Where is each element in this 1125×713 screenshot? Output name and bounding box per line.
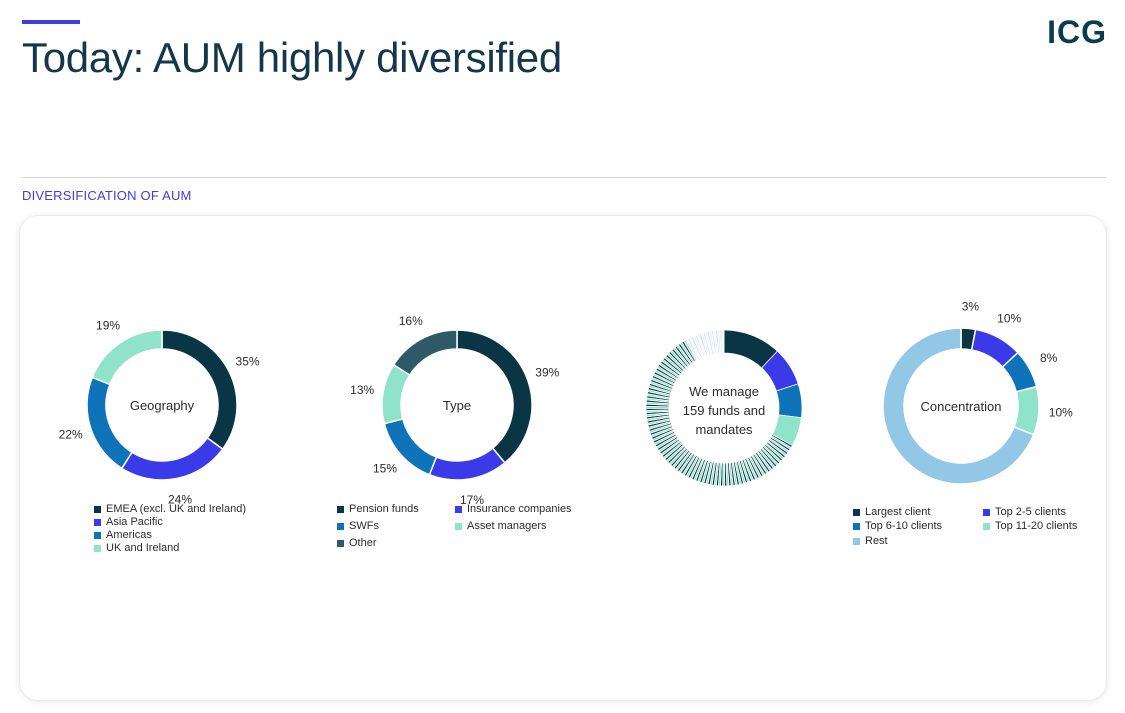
legend-label: Largest client bbox=[865, 506, 931, 518]
donut-3-label-2: 8% bbox=[1040, 351, 1058, 365]
legend-label: Americas bbox=[106, 529, 152, 541]
donut-0-center-label: Geography bbox=[130, 398, 195, 413]
legend-swatch bbox=[94, 544, 101, 552]
donut-0-segment-3 bbox=[91, 329, 163, 386]
donut-3-segment-3 bbox=[1013, 385, 1040, 436]
legend-item: Americas bbox=[94, 529, 152, 541]
legend-label: Rest bbox=[865, 535, 888, 547]
legend-swatch bbox=[337, 522, 344, 530]
donut-1-center-label: Type bbox=[443, 398, 471, 413]
donut-1-label-4: 16% bbox=[399, 314, 423, 328]
donut-3-label-1: 10% bbox=[997, 311, 1021, 325]
donut-0-segment-2 bbox=[86, 376, 134, 470]
legend-label: Asia Pacific bbox=[106, 516, 163, 528]
legend-label: Top 2-5 clients bbox=[995, 506, 1066, 518]
legend-swatch bbox=[455, 522, 462, 530]
legend-item: Other bbox=[337, 537, 377, 549]
charts-panel: 35% 24% 22% 19% Geography 39% 17% 15% 13% 16% Type… bbox=[20, 216, 1106, 700]
legend-item: Top 6-10 clients bbox=[853, 520, 942, 532]
page-title: Today: AUM highly diversified bbox=[22, 34, 562, 81]
donut-3-center-label: Concentration bbox=[921, 399, 1002, 414]
geography-legend: EMEA (excl. UK and Ireland) Asia Pacific A… bbox=[94, 503, 314, 563]
legend-label: Asset managers bbox=[467, 520, 547, 532]
legend-label: Top 11-20 clients bbox=[995, 520, 1078, 532]
legend-swatch bbox=[853, 522, 860, 530]
donut-0-label-1: 24% bbox=[168, 492, 192, 506]
legend-swatch bbox=[94, 531, 101, 539]
funds-donut-center-line-0: We manage bbox=[689, 384, 759, 399]
donut-1-label-1: 17% bbox=[460, 493, 484, 507]
section-label: DIVERSIFICATION OF AUM bbox=[22, 188, 192, 203]
legend-item: SWFs bbox=[337, 520, 379, 532]
donut-3-segment-4 bbox=[882, 327, 1035, 485]
funds-donut-center-line-1: 159 funds and bbox=[683, 403, 765, 418]
legend-label: SWFs bbox=[349, 520, 379, 532]
legend-item: UK and Ireland bbox=[94, 542, 179, 554]
concentration-legend: Largest client Top 2-5 clients Top 6-10 cl… bbox=[853, 506, 1103, 556]
legend-item: Top 11-20 clients bbox=[983, 520, 1077, 532]
legend-swatch bbox=[983, 522, 990, 530]
section-divider bbox=[22, 177, 1106, 178]
legend-item: Rest bbox=[853, 535, 888, 547]
legend-label: Other bbox=[349, 537, 377, 549]
donut-0-label-0: 35% bbox=[236, 354, 260, 368]
donut-1-label-2: 15% bbox=[373, 461, 397, 475]
title-accent-bar bbox=[22, 20, 80, 24]
funds-donut-center-line-2: mandates bbox=[695, 422, 753, 437]
donut-1-segment-1 bbox=[428, 447, 506, 481]
legend-label: UK and Ireland bbox=[106, 542, 180, 554]
legend-swatch bbox=[337, 505, 344, 513]
legend-swatch bbox=[337, 539, 344, 547]
donut-0-segment-1 bbox=[120, 436, 224, 481]
company-logo: ICG bbox=[1047, 14, 1107, 50]
funds-donut-segment-158 bbox=[721, 329, 725, 354]
donut-1-segment-4 bbox=[392, 329, 458, 377]
legend-item: Insurance companies bbox=[455, 503, 572, 515]
type-legend: Pension funds Insurance companies SWFs Asse… bbox=[337, 503, 597, 563]
legend-item: Asset managers bbox=[455, 520, 546, 532]
legend-label: Insurance companies bbox=[467, 503, 572, 515]
donut-3-label-0: 3% bbox=[962, 299, 980, 313]
donut-1-label-0: 39% bbox=[535, 365, 559, 379]
donut-charts: 35% 24% 22% 19% Geography 39% 17% 15% 13% 16% Type… bbox=[59, 299, 1073, 507]
donut-1-label-3: 13% bbox=[350, 383, 374, 397]
legend-swatch bbox=[983, 508, 990, 516]
legend-swatch bbox=[94, 505, 101, 513]
legend-item: EMEA (excl. UK and Ireland) bbox=[94, 503, 246, 515]
legend-swatch bbox=[853, 508, 860, 516]
donut-0-label-2: 22% bbox=[59, 428, 83, 442]
legend-swatch bbox=[455, 505, 462, 513]
donut-0-segment-0 bbox=[161, 329, 238, 451]
legend-item: Largest client bbox=[853, 506, 930, 518]
legend-item: Top 2-5 clients bbox=[983, 506, 1066, 518]
donut-1-segment-3 bbox=[381, 363, 411, 425]
legend-item: Asia Pacific bbox=[94, 516, 163, 528]
legend-label: Pension funds bbox=[349, 503, 419, 515]
donut-0-label-3: 19% bbox=[96, 319, 120, 333]
legend-swatch bbox=[853, 537, 860, 545]
legend-label: Top 6-10 clients bbox=[865, 520, 943, 532]
legend-swatch bbox=[94, 518, 101, 526]
legend-item: Pension funds bbox=[337, 503, 419, 515]
donut-1-segment-0 bbox=[456, 329, 533, 464]
donut-3-label-3: 10% bbox=[1049, 405, 1073, 419]
legend-label: EMEA (excl. UK and Ireland) bbox=[106, 503, 247, 515]
